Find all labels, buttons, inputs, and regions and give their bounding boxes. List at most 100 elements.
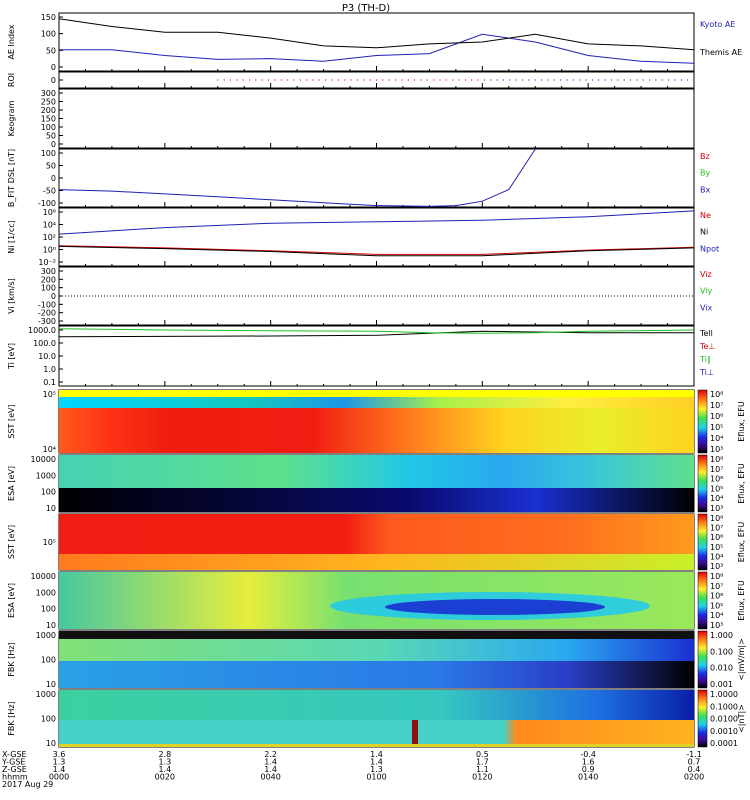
- colorbar-tick-label: 0.0010: [710, 727, 738, 736]
- y-tick-label: 1.0: [43, 365, 56, 374]
- colorbar-tick-label: 10³: [710, 504, 723, 513]
- panel-bfield: B_FIT DSL [nT] 100 50 0 -50 -100 Bz By Bx: [7, 148, 710, 208]
- footer-value: -1.1: [686, 750, 702, 759]
- roi-marker: [521, 79, 524, 81]
- panel-frame: [58, 207, 695, 267]
- series-line-ni: [58, 245, 695, 257]
- roi-marker: [464, 79, 466, 81]
- legend-entry: By: [700, 169, 710, 178]
- y-tick-label: 50: [46, 132, 56, 141]
- y-tick-label: 50: [46, 162, 56, 171]
- panel-density: Ni [1/cc] 10⁶ 10⁴ 10² 10⁰ 10⁻² Ne Ni Npot: [7, 207, 719, 267]
- roi-marker: [363, 79, 365, 81]
- roi-marker: [579, 79, 581, 81]
- footer-row-label: Z-GSE: [2, 765, 27, 774]
- panel-frame: [58, 88, 695, 149]
- y-tick-label: 100.0: [33, 339, 56, 348]
- y-tick-label: 10⁻²: [38, 258, 56, 267]
- y-axis-label: ESA [eV]: [7, 583, 16, 618]
- panel-frame: [58, 12, 695, 72]
- roi-marker: [636, 79, 638, 81]
- roi-marker: [604, 79, 606, 81]
- footer-value: 1.7: [476, 758, 489, 767]
- colorbar-tick-label: 10⁷: [710, 524, 723, 533]
- colorbar-tick-label: 10³: [710, 445, 723, 454]
- marks: [58, 18, 695, 338]
- roi-marker: [287, 79, 289, 81]
- roi-marker: [458, 79, 460, 81]
- series-line-npot: [58, 210, 695, 235]
- legend-entry: Ni: [700, 228, 708, 237]
- y-tick-label: 1000: [36, 631, 56, 640]
- y-tick-label: 10⁴: [43, 445, 56, 454]
- roi-marker: [426, 79, 428, 81]
- y-tick-label: 300: [41, 89, 56, 98]
- y-tick-label: 200: [41, 106, 56, 115]
- colorbar-gradient: [697, 513, 708, 571]
- y-tick-label: 300: [41, 267, 56, 276]
- y-tick-label: 10⁵: [43, 390, 56, 399]
- roi-marker: [299, 79, 301, 81]
- legend-entry: Themis AE: [699, 48, 742, 57]
- roi-marker: [502, 79, 505, 81]
- colorbar-label: <|nT|>: [737, 704, 746, 733]
- roi-marker: [572, 79, 574, 81]
- legend-entry: Ti⊥: [699, 368, 714, 377]
- colorbar-label: <|mV/m|>: [737, 638, 746, 681]
- y-axis-label: Ni [1/cc]: [7, 220, 16, 254]
- y-axis-label: Ti [eV]: [7, 343, 16, 370]
- y-tick-label: 10⁰: [43, 246, 56, 255]
- colorbar-tick-label: 1.000: [710, 631, 733, 640]
- colorbar-tick-label: 10⁴: [710, 494, 723, 503]
- colorbar-tick-label: 10⁸: [710, 514, 723, 523]
- sst-full-2-spectrogram: [59, 514, 694, 570]
- colorbar-gradient: [697, 389, 708, 454]
- colorbar-tick-label: 10⁷: [710, 582, 723, 591]
- footer-value: 1.3: [370, 765, 383, 774]
- colorbar-gradient: [697, 630, 708, 689]
- footer-value: 0140: [578, 773, 598, 782]
- legend-entry: Tell: [699, 329, 713, 338]
- series-line-bx: [58, 148, 536, 207]
- y-axis-label: ROI: [7, 73, 16, 87]
- roi-marker: [566, 79, 568, 81]
- roi-marker: [477, 79, 479, 81]
- y-axis-label: AE Index: [7, 24, 16, 59]
- footer-value: 0020: [155, 773, 175, 782]
- legend-entry: Vix: [700, 303, 713, 312]
- footer-value: 2.2: [264, 750, 277, 759]
- roi-marker: [344, 79, 346, 81]
- roi-marker: [490, 79, 492, 81]
- y-tick-label: 10000: [31, 572, 56, 581]
- y-axis-label: Keogram: [7, 100, 16, 136]
- y-tick-label: 100: [41, 30, 56, 39]
- colorbar-tick-label: 10⁶: [710, 533, 723, 542]
- y-tick-label: 100: [41, 149, 56, 158]
- y-tick-label: -50: [43, 187, 56, 196]
- roi-marker: [674, 79, 676, 81]
- y-tick-label: 10⁴: [43, 221, 56, 230]
- roi-marker: [414, 79, 416, 81]
- colorbar-label: Eflux, EFU: [737, 463, 746, 504]
- footer-value: 3.6: [53, 750, 66, 759]
- y-tick-label: 0: [51, 76, 56, 85]
- y-tick-label: 100: [41, 605, 56, 614]
- roi-marker: [668, 79, 670, 81]
- footer-value: 1.3: [53, 758, 66, 767]
- y-axis-label: Vi [km/s]: [7, 278, 16, 314]
- colorbar-tick-label: 10⁴: [710, 434, 723, 443]
- footer-value: 1.6: [582, 758, 595, 767]
- footer-value: 1.4: [264, 765, 277, 774]
- y-tick-label: 100: [41, 488, 56, 497]
- roi-marker: [229, 79, 232, 81]
- roi-marker: [261, 79, 263, 81]
- roi-marker: [655, 79, 657, 81]
- legend-entry: Viz: [700, 270, 712, 279]
- footer-value: 0200: [684, 773, 704, 782]
- colorbar-tick-label: 0.1000: [710, 702, 738, 711]
- footer-value: 0.5: [476, 750, 489, 759]
- y-tick-label: 0.1: [43, 378, 56, 387]
- roi-marker: [356, 79, 359, 81]
